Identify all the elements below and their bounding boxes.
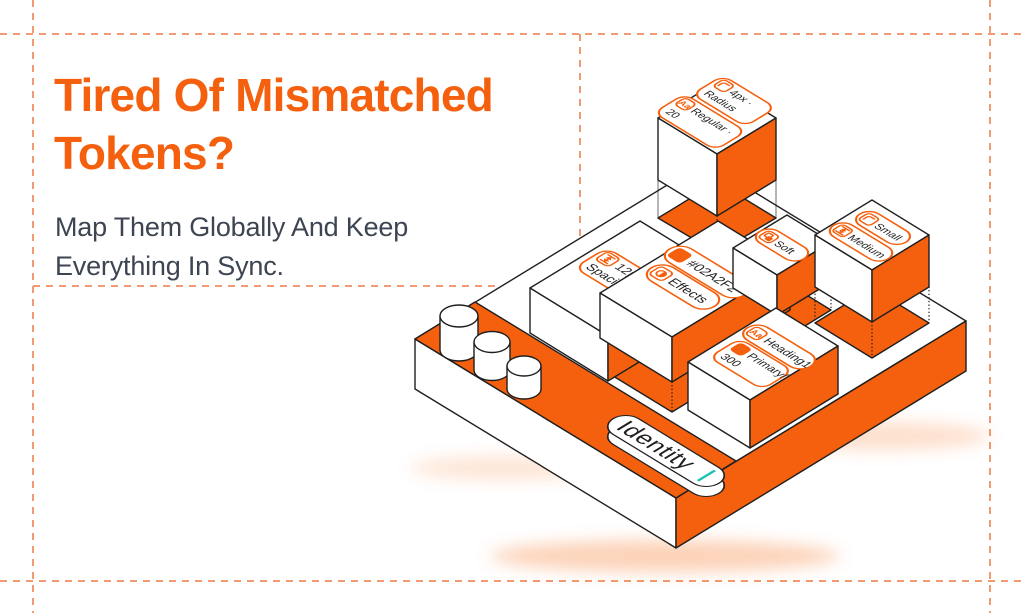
type-icon: Aa: [745, 326, 768, 340]
platform-right-face: [675, 320, 967, 549]
size-block: Small Medium: [814, 199, 930, 323]
cylinder-3: [506, 355, 542, 400]
page-subtitle: Map Them Globally And Keep Everything In…: [55, 208, 535, 286]
token-pill-radius: 4px · Radius: [696, 77, 772, 125]
shadow-icon: [758, 230, 780, 244]
text-cursor-icon: [696, 469, 717, 482]
radius-type-block: 4px · Radius Aa Regular · 20: [657, 77, 777, 217]
spacing-icon: [832, 224, 853, 238]
title-line-1: Tired Of Mismatched: [54, 69, 494, 121]
heading-primary-block: Aa Heading1 Primary/ 300: [687, 307, 839, 449]
swatch-icon: [668, 248, 692, 263]
type-icon: Aa: [675, 98, 696, 111]
radius-icon: [858, 213, 880, 226]
title-line-2: Tokens?: [54, 127, 235, 179]
token-pill-heading1: Aa Heading1: [742, 324, 816, 370]
subtitle-line-2: Everything In Sync.: [55, 251, 284, 281]
token-pill-small: Small: [854, 210, 912, 246]
cylinder-1: [439, 304, 479, 362]
cylinder-2: [473, 330, 511, 382]
cylinder-group: [439, 304, 542, 400]
subtitle-line-1: Map Them Globally And Keep: [55, 212, 409, 242]
radius-icon: [713, 79, 734, 93]
identity-capsule: Identity: [606, 414, 726, 498]
token-pill-regular: Aa Regular · 20: [657, 96, 743, 148]
effects-icon: [649, 266, 673, 281]
svg-text:Aa: Aa: [676, 99, 695, 111]
spacing-icon: [595, 252, 620, 267]
identity-capsule-top: [606, 414, 726, 488]
token-pill-medium: Medium: [828, 222, 894, 262]
page-title: Tired Of Mismatched Tokens?: [54, 66, 614, 182]
token-pill-primary: Primary/ 300: [713, 340, 791, 388]
token-pill-soft: Soft: [754, 228, 810, 262]
swatch-icon: [730, 343, 751, 356]
